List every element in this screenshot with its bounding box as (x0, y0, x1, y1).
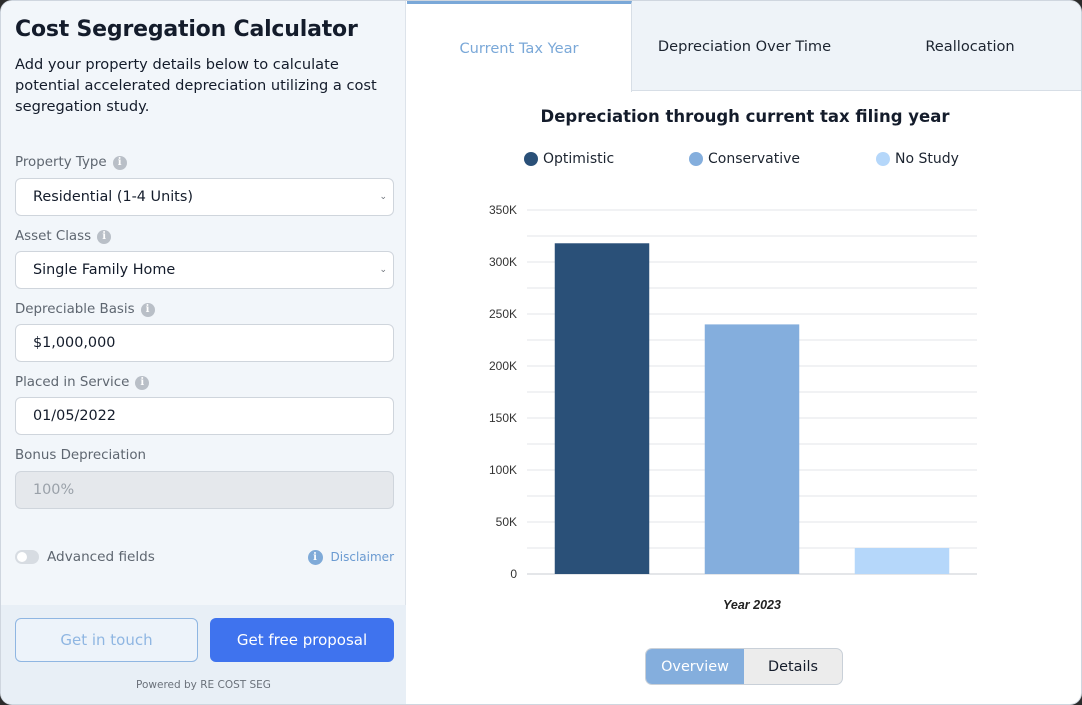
bonus-depreciation-input: 100% (15, 471, 394, 509)
overview-button[interactable]: Overview (646, 649, 744, 684)
calculator-subtitle: Add your property details below to calcu… (15, 56, 377, 115)
bonus-depreciation-label-text: Bonus Depreciation (15, 448, 147, 463)
tab-current-tax-year[interactable]: Current Tax Year (407, 1, 632, 92)
placed-in-service-value: 01/05/2022 (33, 408, 116, 424)
legend-label: Conservative (708, 151, 801, 167)
depreciable-basis-input[interactable]: $1,000,000 (15, 324, 394, 362)
x-category-label: Year 2023 (723, 598, 781, 612)
bonus-depreciation-label: Bonus Depreciation (15, 448, 146, 463)
legend-dot (876, 152, 890, 166)
chevron-down-icon: ⌄ (379, 265, 387, 275)
depreciable-basis-label: Depreciable Basis i (15, 302, 155, 317)
placed-in-service-input[interactable]: 01/05/2022 (15, 397, 394, 435)
legend-item-no-study[interactable]: No Study (876, 151, 959, 167)
y-tick-label: 0 (510, 567, 517, 581)
legend-dot (524, 152, 538, 166)
info-icon[interactable]: i (135, 375, 150, 390)
y-tick-label: 250K (489, 307, 517, 321)
bar-conservative (704, 324, 800, 574)
info-icon[interactable]: i (112, 155, 127, 170)
y-tick-label: 200K (489, 359, 517, 373)
details-button[interactable]: Details (768, 658, 818, 675)
legend-label: No Study (895, 151, 959, 167)
legend-label: Optimistic (543, 151, 615, 167)
depreciation-bar-chart: 0 50K 100K 150K 200K 250K 300K 350K Year 2023 (489, 203, 977, 612)
property-type-select[interactable]: Residential (1-4 Units) ⌄ (15, 178, 394, 216)
y-tick-label: 50K (496, 515, 517, 529)
tab-reallocation[interactable]: Reallocation (925, 37, 1015, 55)
y-tick-label: 350K (489, 203, 517, 217)
input-panel: Cost Segregation Calculator Add your pro… (1, 1, 406, 704)
depreciable-basis-value: $1,000,000 (33, 335, 116, 351)
advanced-fields-label: Advanced fields (47, 549, 155, 565)
placed-in-service-label-text: Placed in Service (15, 375, 130, 390)
bar-optimistic (554, 243, 650, 574)
info-icon: i (307, 549, 323, 565)
legend-dot (689, 152, 703, 166)
tab-depreciation-over-time[interactable]: Depreciation Over Time (657, 37, 832, 55)
chevron-down-icon: ⌄ (379, 192, 387, 202)
view-toggle: Overview Details (645, 648, 843, 685)
y-tick-label: 150K (489, 411, 517, 425)
advanced-fields-toggle[interactable] (15, 550, 39, 564)
property-type-value: Residential (1-4 Units) (33, 189, 193, 205)
legend-item-optimistic[interactable]: Optimistic (524, 151, 614, 167)
disclaimer-label: Disclaimer (330, 550, 394, 564)
y-tick-label: 300K (489, 255, 517, 269)
powered-by-text: Powered by RE COST SEG (136, 679, 271, 691)
asset-class-value: Single Family Home (33, 262, 176, 278)
asset-class-label-text: Asset Class (15, 229, 92, 244)
property-type-label: Property Type i (15, 155, 127, 170)
advanced-row: Advanced fields i Disclaimer (15, 547, 394, 567)
bonus-depreciation-value: 100% (33, 482, 75, 498)
y-tick-label: 100K (489, 463, 517, 477)
depreciable-basis-label-text: Depreciable Basis (15, 302, 135, 317)
asset-class-select[interactable]: Single Family Home ⌄ (15, 251, 394, 289)
get-in-touch-button[interactable]: Get in touch (15, 618, 198, 662)
bar-no-study (854, 548, 950, 574)
get-free-proposal-button[interactable]: Get free proposal (210, 618, 394, 662)
chart-title: Depreciation through current tax filing … (540, 107, 950, 126)
legend-item-conservative[interactable]: Conservative (689, 151, 800, 167)
results-tabs: Current Tax Year Depreciation Over Time … (407, 1, 1081, 92)
property-type-label-text: Property Type (15, 155, 107, 170)
info-icon[interactable]: i (140, 302, 155, 317)
placed-in-service-label: Placed in Service i (15, 375, 150, 390)
disclaimer-link[interactable]: i Disclaimer (307, 549, 394, 565)
calculator-title: Cost Segregation Calculator (15, 17, 358, 42)
info-icon[interactable]: i (97, 229, 112, 244)
asset-class-label: Asset Class i (15, 229, 112, 244)
